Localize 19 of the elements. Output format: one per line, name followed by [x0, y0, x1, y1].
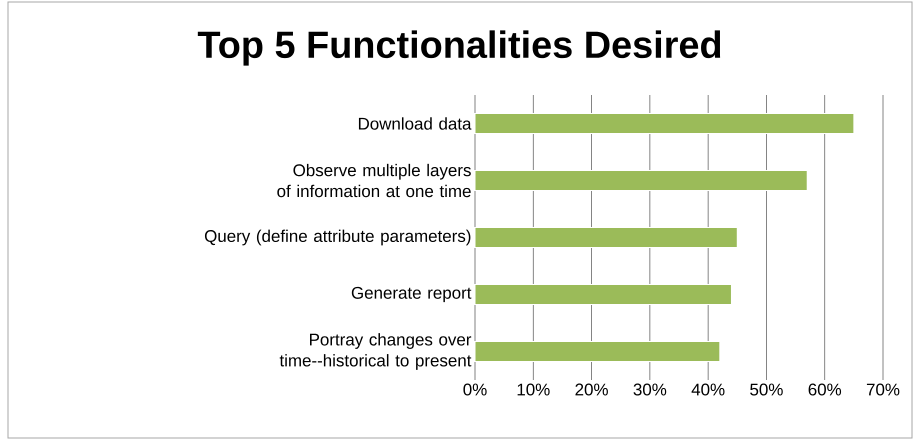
y-tick-label: Generate report [352, 286, 472, 302]
bar [474, 170, 808, 192]
y-tick-label: Portray changes over time--historical to present [280, 333, 472, 370]
y-tick-label: Download data [358, 117, 472, 130]
bar [474, 284, 732, 306]
y-tick-label: Observe multiple layers of information at one time [277, 164, 471, 198]
x-tick-label: 60% [808, 384, 842, 396]
x-tick-label: 70% [866, 384, 900, 396]
bar [474, 341, 720, 362]
bar [474, 227, 738, 248]
x-tick-label: 50% [750, 384, 783, 396]
x-tick-label: 40% [692, 384, 724, 396]
bar [474, 113, 854, 134]
chart-title: Top 5 Functionalities Desired [198, 30, 720, 66]
x-tick-label: 30% [634, 384, 666, 396]
x-tick-label: 0% [463, 384, 487, 396]
x-tick-label: 20% [575, 384, 608, 396]
x-tick-label: 10% [518, 384, 550, 396]
y-tick-label: Query (define attribute parameters) [204, 230, 470, 246]
